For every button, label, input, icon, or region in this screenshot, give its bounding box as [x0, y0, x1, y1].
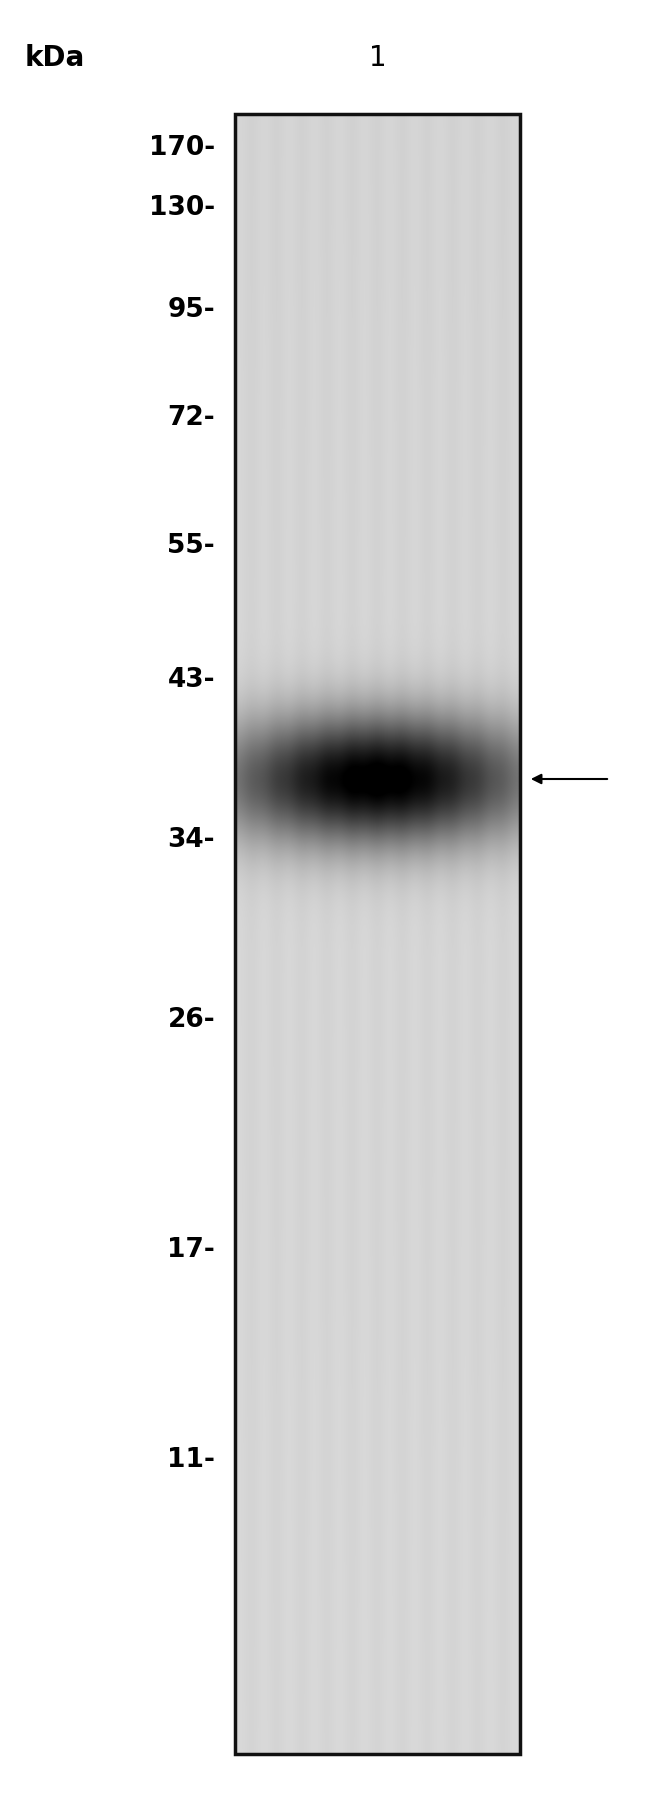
Text: 72-: 72- [168, 404, 215, 431]
Bar [235, 116, 520, 1754]
Text: 11-: 11- [167, 1446, 215, 1473]
Text: 17-: 17- [167, 1236, 215, 1262]
Text: 1: 1 [369, 43, 387, 72]
Text: 95-: 95- [168, 296, 215, 323]
Text: 130-: 130- [149, 195, 215, 220]
Text: 170-: 170- [149, 135, 215, 161]
Text: kDa: kDa [25, 43, 85, 72]
Text: 34-: 34- [168, 827, 215, 852]
Text: 43-: 43- [168, 666, 215, 693]
Text: 26-: 26- [168, 1007, 215, 1032]
Text: 55-: 55- [168, 532, 215, 560]
